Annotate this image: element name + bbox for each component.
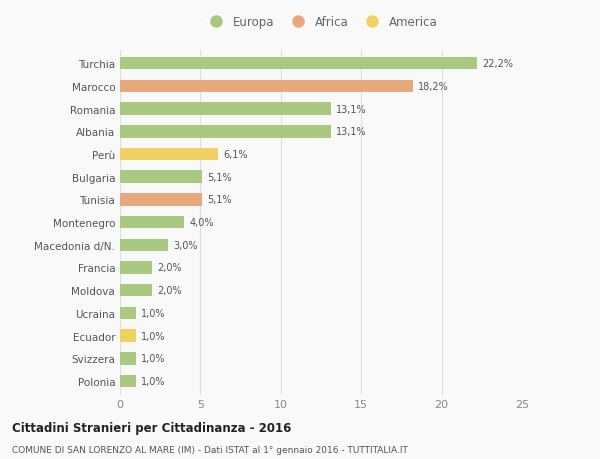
Text: 2,0%: 2,0% xyxy=(157,285,182,296)
Text: 3,0%: 3,0% xyxy=(173,240,197,250)
Bar xyxy=(120,58,477,70)
Bar xyxy=(120,216,184,229)
Bar xyxy=(120,126,331,138)
Text: 13,1%: 13,1% xyxy=(335,104,366,114)
Text: Cittadini Stranieri per Cittadinanza - 2016: Cittadini Stranieri per Cittadinanza - 2… xyxy=(12,421,292,434)
Text: 22,2%: 22,2% xyxy=(482,59,513,69)
Bar xyxy=(120,194,202,206)
Bar xyxy=(120,352,136,365)
Text: 18,2%: 18,2% xyxy=(418,82,448,92)
Bar xyxy=(120,103,331,116)
Text: 1,0%: 1,0% xyxy=(141,331,166,341)
Legend: Europa, Africa, America: Europa, Africa, America xyxy=(200,11,442,34)
Bar xyxy=(120,171,202,184)
Text: 5,1%: 5,1% xyxy=(207,172,232,182)
Text: 1,0%: 1,0% xyxy=(141,376,166,386)
Text: 2,0%: 2,0% xyxy=(157,263,182,273)
Text: COMUNE DI SAN LORENZO AL MARE (IM) - Dati ISTAT al 1° gennaio 2016 - TUTTITALIA.: COMUNE DI SAN LORENZO AL MARE (IM) - Dat… xyxy=(12,445,408,454)
Bar xyxy=(120,80,413,93)
Bar xyxy=(120,375,136,387)
Bar xyxy=(120,148,218,161)
Bar xyxy=(120,307,136,319)
Bar xyxy=(120,239,168,252)
Text: 1,0%: 1,0% xyxy=(141,353,166,364)
Bar xyxy=(120,262,152,274)
Bar xyxy=(120,330,136,342)
Text: 1,0%: 1,0% xyxy=(141,308,166,318)
Bar xyxy=(120,284,152,297)
Text: 13,1%: 13,1% xyxy=(335,127,366,137)
Text: 6,1%: 6,1% xyxy=(223,150,247,160)
Text: 4,0%: 4,0% xyxy=(189,218,214,228)
Text: 5,1%: 5,1% xyxy=(207,195,232,205)
